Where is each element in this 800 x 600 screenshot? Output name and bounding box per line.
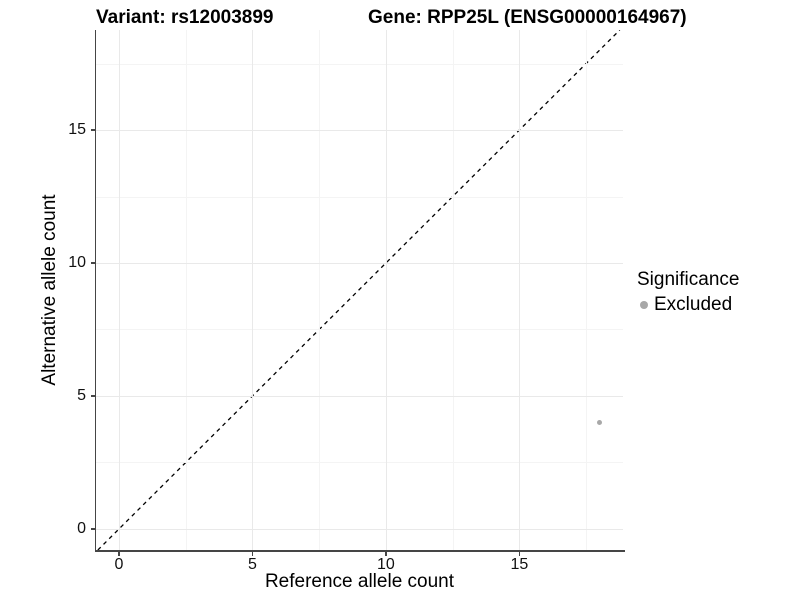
y-tick-mark — [90, 395, 95, 397]
y-axis-title: Alternative allele count — [39, 194, 60, 386]
gridline-minor-vertical — [586, 30, 588, 550]
y-tick-label: 0 — [77, 519, 86, 537]
gridline-major-horizontal — [96, 528, 623, 530]
y-tick-mark — [90, 129, 95, 131]
x-tick-label: 10 — [377, 556, 395, 573]
x-tick-label: 5 — [247, 556, 257, 573]
gridline-minor-horizontal — [96, 462, 623, 464]
y-tick-label: 5 — [77, 386, 86, 404]
y-tick-mark — [90, 262, 95, 264]
x-axis-title: Reference allele count — [264, 571, 455, 592]
x-tick-label: 15 — [510, 556, 529, 573]
gridline-major-vertical — [519, 30, 521, 550]
x-tick-mark — [118, 551, 120, 556]
plot-panel — [96, 30, 623, 550]
gridline-minor-vertical — [185, 30, 187, 550]
gridline-minor-vertical — [452, 30, 454, 550]
legend-item-label: Excluded — [654, 294, 733, 315]
y-axis-line — [94, 30, 96, 551]
x-tick-label: 0 — [114, 556, 124, 573]
plot-title-variant: Variant: rs12003899 — [96, 7, 274, 28]
x-tick-mark — [385, 551, 387, 556]
x-tick-mark — [518, 551, 521, 556]
y-tick-label: 15 — [68, 121, 86, 138]
gridline-major-horizontal — [96, 263, 623, 264]
legend-item: Excluded — [637, 294, 739, 316]
legend: Significance Excluded — [637, 269, 739, 316]
gridline-minor-horizontal — [96, 329, 623, 331]
gridline-minor-horizontal — [96, 196, 623, 198]
x-tick-mark — [251, 551, 254, 556]
identity-reference-line — [97, 30, 621, 550]
legend-key-dot — [640, 301, 648, 309]
y-tick-label: 10 — [68, 254, 86, 271]
plot-title-gene: Gene: RPP25L (ENSG00000164967) — [368, 7, 687, 28]
gridline-minor-horizontal — [96, 63, 623, 65]
panel-overlay — [97, 30, 621, 550]
gridline-major-vertical — [385, 30, 387, 550]
x-axis-line — [94, 550, 625, 552]
gridline-major-vertical — [118, 30, 120, 550]
gridline-major-horizontal — [96, 395, 623, 397]
gridline-major-vertical — [252, 30, 254, 550]
legend-title: Significance — [637, 269, 740, 290]
gridline-minor-vertical — [319, 30, 321, 550]
data-point — [597, 420, 602, 426]
gridline-major-horizontal — [96, 130, 623, 131]
y-tick-mark — [90, 528, 95, 530]
